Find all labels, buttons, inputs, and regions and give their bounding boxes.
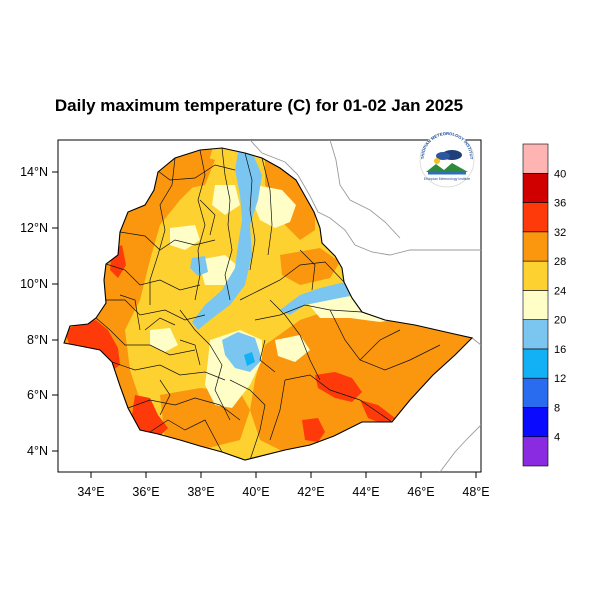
legend-swatch [522, 407, 549, 438]
x-tick-label: 44°E [352, 485, 379, 499]
x-tick-label: 46°E [407, 485, 434, 499]
legend-level-label: 32 [554, 227, 566, 239]
x-tick-label: 42°E [297, 485, 324, 499]
y-tick-label: 8°N [27, 333, 48, 347]
legend-level-label: 40 [554, 168, 566, 180]
neighbor-borders [249, 140, 481, 472]
legend-swatch [522, 319, 549, 350]
legend-level-label: 4 [554, 432, 560, 444]
mountain-icon [426, 163, 468, 172]
legend-swatch [522, 290, 549, 320]
legend-level-label: 16 [554, 344, 566, 356]
x-tick-label: 48°E [462, 485, 489, 499]
legend-level-label: 36 [554, 198, 566, 210]
y-tick-label: 12°N [20, 221, 48, 235]
legend-level-label: 24 [554, 285, 566, 297]
legend-level-label: 8 [554, 402, 560, 414]
map-title: Daily maximum temperature (C) for 01-02 … [54, 96, 464, 115]
legend-level-label: 28 [554, 256, 566, 268]
admin-boundaries [95, 148, 441, 460]
legend-swatch [522, 172, 549, 203]
legend-level-label: 20 [554, 315, 566, 327]
legend-swatch [522, 260, 549, 291]
legend-level-label: 12 [554, 373, 566, 385]
sun-icon [434, 158, 440, 164]
legend-swatch [522, 377, 549, 408]
legend-swatch [522, 348, 549, 379]
x-tick-label: 40°E [242, 485, 269, 499]
y-tick-label: 14°N [20, 165, 48, 179]
x-tick-label: 36°E [132, 485, 159, 499]
x-tick-label: 38°E [187, 485, 214, 499]
legend-swatch [522, 436, 549, 467]
axis-ticks [52, 171, 477, 478]
x-tick-label: 34°E [77, 485, 104, 499]
legend-swatch [522, 202, 549, 233]
legend-swatch [522, 143, 549, 174]
y-tick-label: 10°N [20, 277, 48, 291]
color-legend: 4 8 12 16 20 24 28 32 36 40 [522, 143, 566, 467]
legend-swatch [522, 231, 549, 262]
y-tick-label: 6°N [27, 388, 48, 402]
y-tick-label: 4°N [27, 444, 48, 458]
logo-caption: Ethiopian Meteorology Institute [424, 177, 471, 181]
